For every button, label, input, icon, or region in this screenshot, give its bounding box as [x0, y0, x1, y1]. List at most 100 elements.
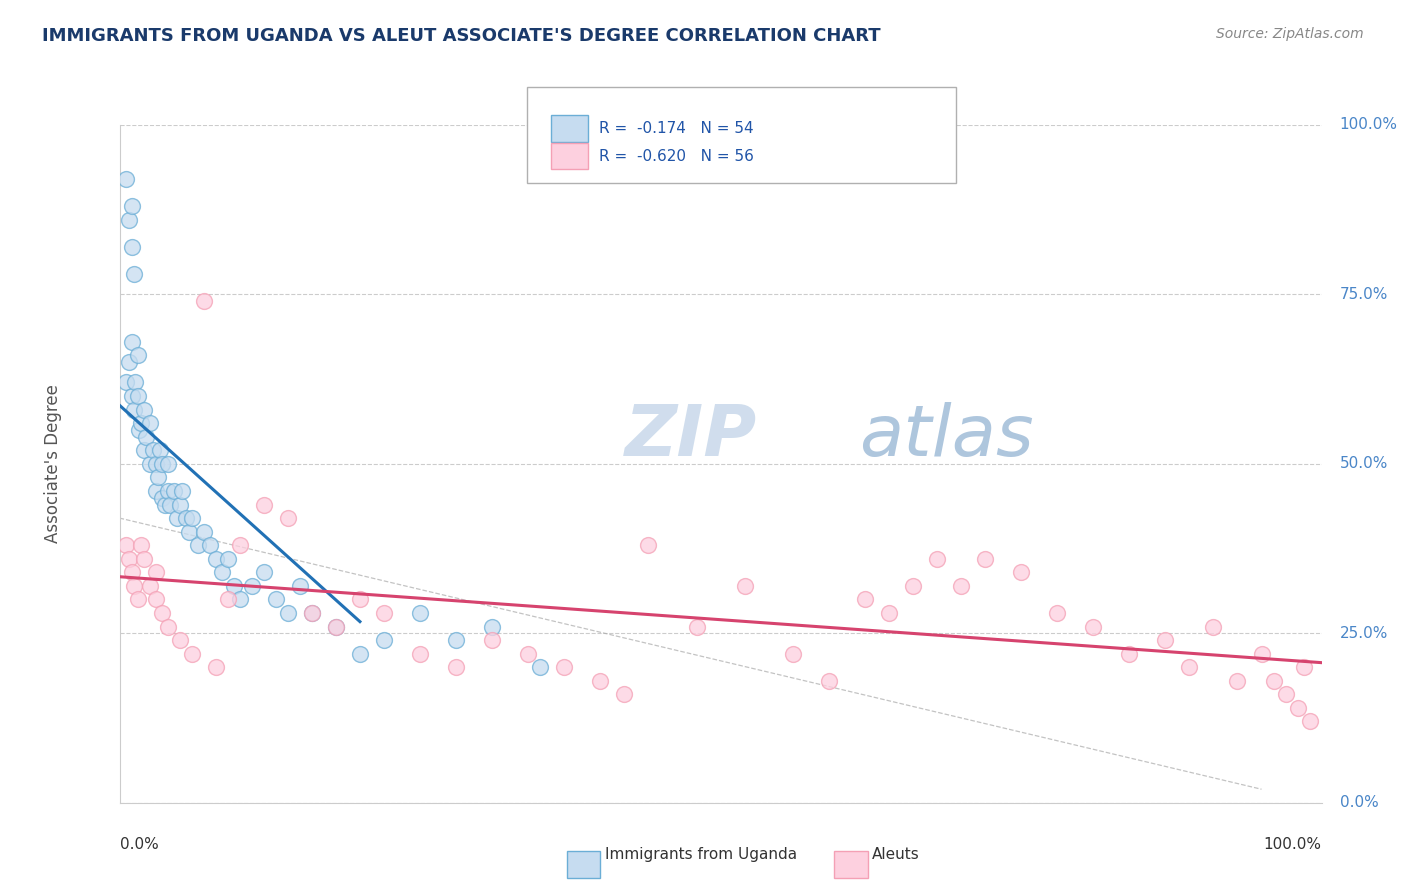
Text: Associate's Degree: Associate's Degree	[45, 384, 62, 543]
Point	[589, 673, 612, 688]
Point	[159, 498, 181, 512]
Text: Immigrants from Uganda: Immigrants from Uganda	[605, 847, 797, 862]
Point	[301, 606, 323, 620]
Point	[114, 538, 136, 552]
Point	[211, 566, 233, 580]
Text: ZIP: ZIP	[624, 402, 756, 471]
Point	[253, 566, 276, 580]
Point	[373, 633, 395, 648]
Point	[132, 402, 155, 417]
Point	[127, 389, 149, 403]
Point	[179, 524, 201, 539]
Point	[349, 647, 371, 661]
Point	[118, 355, 141, 369]
Point	[145, 457, 167, 471]
Point	[222, 579, 245, 593]
Point	[129, 538, 152, 552]
Point	[145, 483, 167, 498]
Text: 100.0%: 100.0%	[1340, 118, 1398, 132]
Point	[162, 483, 184, 498]
Point	[180, 511, 202, 525]
Point	[240, 579, 263, 593]
Point	[277, 606, 299, 620]
Point	[1298, 714, 1320, 729]
Point	[129, 416, 152, 430]
Point	[170, 483, 193, 498]
Text: 50.0%: 50.0%	[1340, 457, 1388, 471]
Point	[121, 566, 143, 580]
Point	[193, 294, 215, 309]
Point	[204, 660, 226, 674]
Point	[1292, 660, 1315, 674]
Point	[734, 579, 756, 593]
Point	[1178, 660, 1201, 674]
Point	[253, 498, 276, 512]
Point	[481, 633, 503, 648]
Point	[782, 647, 804, 661]
Text: 0.0%: 0.0%	[120, 837, 159, 852]
Point	[349, 592, 371, 607]
Point	[1286, 701, 1309, 715]
Point	[187, 538, 209, 552]
Point	[444, 660, 467, 674]
Text: Source: ZipAtlas.com: Source: ZipAtlas.com	[1216, 27, 1364, 41]
Point	[138, 457, 160, 471]
Point	[1154, 633, 1177, 648]
Point	[1118, 647, 1140, 661]
Point	[949, 579, 972, 593]
Point	[132, 551, 155, 566]
Point	[114, 172, 136, 186]
Point	[174, 511, 197, 525]
Point	[517, 647, 540, 661]
Point	[925, 551, 948, 566]
Point	[877, 606, 900, 620]
Point	[481, 619, 503, 633]
Point	[288, 579, 311, 593]
Point	[121, 389, 143, 403]
Point	[127, 348, 149, 362]
Point	[156, 619, 179, 633]
Point	[121, 199, 143, 213]
Point	[149, 443, 172, 458]
Text: R =  -0.620   N = 56: R = -0.620 N = 56	[599, 149, 754, 163]
Point	[1046, 606, 1069, 620]
Point	[264, 592, 287, 607]
Text: 0.0%: 0.0%	[1340, 796, 1378, 810]
Point	[1274, 687, 1296, 701]
Point	[204, 551, 226, 566]
Point	[444, 633, 467, 648]
Point	[153, 498, 176, 512]
Point	[132, 443, 155, 458]
Point	[409, 647, 432, 661]
Point	[228, 538, 252, 552]
Point	[1083, 619, 1105, 633]
Text: IMMIGRANTS FROM UGANDA VS ALEUT ASSOCIATE'S DEGREE CORRELATION CHART: IMMIGRANTS FROM UGANDA VS ALEUT ASSOCIAT…	[42, 27, 880, 45]
Point	[228, 592, 252, 607]
Text: 25.0%: 25.0%	[1340, 626, 1388, 640]
Point	[277, 511, 299, 525]
Point	[409, 606, 432, 620]
Point	[166, 511, 188, 525]
Point	[1250, 647, 1272, 661]
Text: 75.0%: 75.0%	[1340, 287, 1388, 301]
Point	[553, 660, 575, 674]
Point	[122, 579, 145, 593]
Point	[122, 267, 145, 281]
Point	[169, 498, 191, 512]
Point	[1263, 673, 1285, 688]
Point	[637, 538, 659, 552]
Point	[217, 592, 239, 607]
Point	[685, 619, 707, 633]
Point	[121, 334, 143, 349]
Point	[138, 416, 160, 430]
Text: Aleuts: Aleuts	[872, 847, 920, 862]
Point	[156, 457, 179, 471]
Point	[114, 376, 136, 390]
Point	[142, 443, 165, 458]
Point	[169, 633, 191, 648]
Point	[1010, 566, 1032, 580]
Point	[124, 376, 146, 390]
Point	[613, 687, 636, 701]
Point	[901, 579, 924, 593]
Text: atlas: atlas	[859, 402, 1033, 471]
